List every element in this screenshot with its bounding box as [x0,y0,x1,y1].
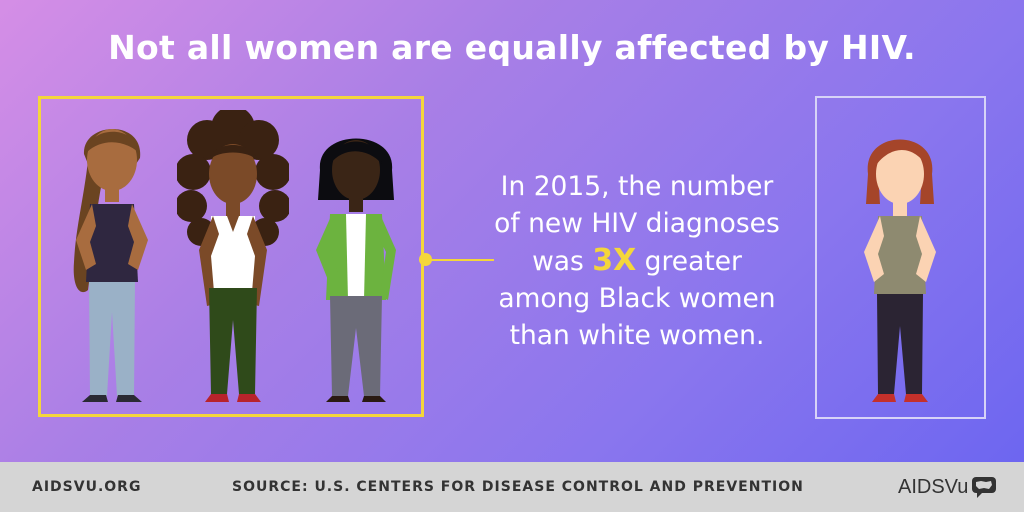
statistic-statement: In 2015, the number of new HIV diagnoses… [452,168,822,354]
footer-bar: AIDSVU.ORG SOURCE: U.S. CENTERS FOR DISE… [0,462,1024,512]
statement-line-5: than white women. [509,320,765,351]
statement-line-4: among Black women [498,283,776,314]
aidsvu-logo: AIDSVu [898,475,997,499]
footer-source: SOURCE: U.S. CENTERS FOR DISEASE CONTROL… [232,479,804,495]
statement-line-3-before: was [532,246,593,277]
statement-line-2: of new HIV diagnoses [494,208,780,239]
woman-curly-hair-icon [177,110,289,402]
logo-text: AIDSVu [898,475,969,498]
woman-bob-hair-icon [316,138,396,402]
statement-line-1: In 2015, the number [500,171,774,202]
woman-red-hair-icon [864,139,936,402]
white-women-group-box [815,96,986,419]
headline: Not all women are equally affected by HI… [108,28,916,67]
speech-bubble-map-icon [972,477,997,498]
infographic-canvas: Not all women are equally affected by HI… [0,0,1024,462]
footer-url[interactable]: AIDSVU.ORG [32,479,142,495]
connector-dot [419,253,432,266]
statement-line-3-after: greater [636,246,742,277]
statement-highlight: 3X [592,243,637,278]
connector-line [430,258,494,261]
woman-long-ponytail-icon [73,129,148,402]
